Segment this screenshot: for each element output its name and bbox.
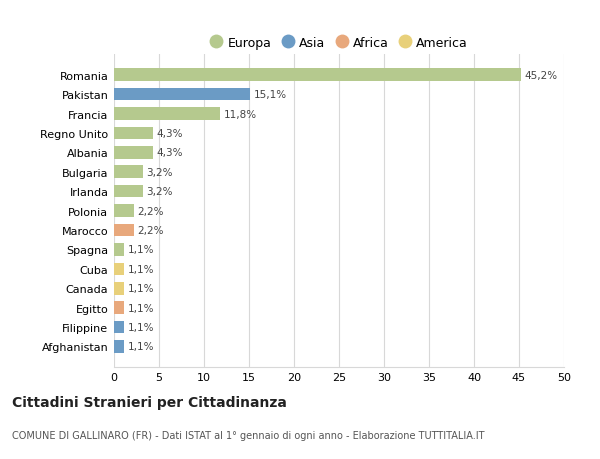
Text: 1,1%: 1,1% bbox=[128, 245, 154, 255]
Text: COMUNE DI GALLINARO (FR) - Dati ISTAT al 1° gennaio di ogni anno - Elaborazione : COMUNE DI GALLINARO (FR) - Dati ISTAT al… bbox=[12, 431, 485, 440]
Text: 2,2%: 2,2% bbox=[137, 225, 164, 235]
Bar bbox=[114, 185, 143, 198]
Bar bbox=[114, 108, 220, 121]
Text: 45,2%: 45,2% bbox=[524, 71, 557, 80]
Bar bbox=[114, 69, 521, 82]
Text: 1,1%: 1,1% bbox=[128, 264, 154, 274]
Bar bbox=[114, 224, 134, 237]
Text: Cittadini Stranieri per Cittadinanza: Cittadini Stranieri per Cittadinanza bbox=[12, 395, 287, 409]
Text: 4,3%: 4,3% bbox=[156, 148, 183, 158]
Bar bbox=[114, 302, 124, 314]
Text: 3,2%: 3,2% bbox=[146, 187, 173, 197]
Bar bbox=[114, 89, 250, 101]
Bar bbox=[114, 321, 124, 334]
Text: 1,1%: 1,1% bbox=[128, 342, 154, 352]
Bar bbox=[114, 166, 143, 179]
Bar bbox=[114, 263, 124, 275]
Text: 3,2%: 3,2% bbox=[146, 168, 173, 177]
Bar bbox=[114, 147, 152, 159]
Text: 2,2%: 2,2% bbox=[137, 206, 164, 216]
Legend: Europa, Asia, Africa, America: Europa, Asia, Africa, America bbox=[206, 33, 472, 54]
Text: 4,3%: 4,3% bbox=[156, 129, 183, 139]
Bar bbox=[114, 341, 124, 353]
Bar bbox=[114, 282, 124, 295]
Text: 11,8%: 11,8% bbox=[224, 109, 257, 119]
Bar bbox=[114, 205, 134, 218]
Text: 1,1%: 1,1% bbox=[128, 303, 154, 313]
Text: 1,1%: 1,1% bbox=[128, 284, 154, 294]
Text: 1,1%: 1,1% bbox=[128, 322, 154, 332]
Bar bbox=[114, 127, 152, 140]
Text: 15,1%: 15,1% bbox=[254, 90, 287, 100]
Bar bbox=[114, 244, 124, 256]
